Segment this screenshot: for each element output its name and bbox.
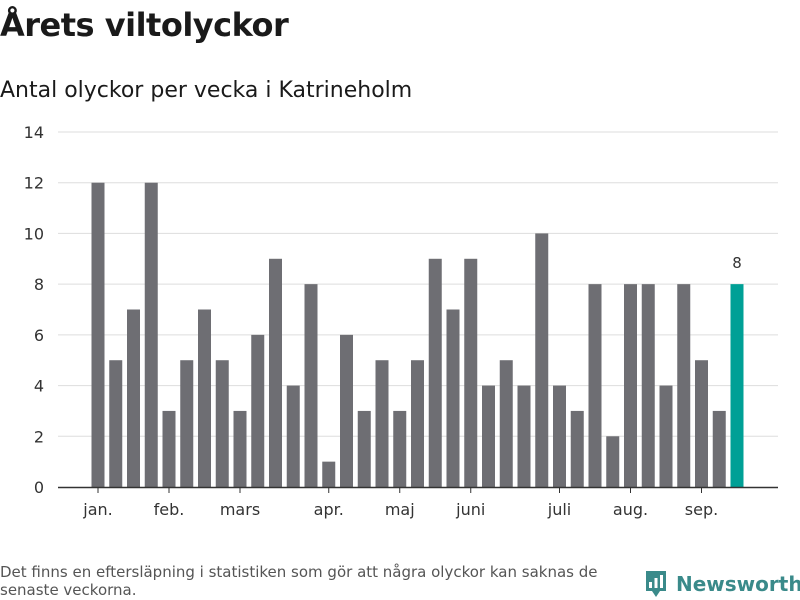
bar bbox=[109, 360, 123, 487]
y-tick-label: 6 bbox=[34, 326, 44, 345]
bar bbox=[464, 258, 478, 487]
bar bbox=[198, 309, 211, 487]
bar bbox=[375, 360, 389, 487]
bar bbox=[677, 284, 691, 487]
bar bbox=[624, 284, 637, 487]
newsworthy-logo-text: Newsworthy bbox=[676, 572, 800, 596]
bar bbox=[357, 410, 371, 487]
y-tick-label: 10 bbox=[24, 224, 44, 243]
bar bbox=[91, 182, 105, 487]
x-tick-label: mars bbox=[220, 500, 260, 519]
bar bbox=[393, 410, 407, 487]
bar bbox=[162, 410, 176, 487]
bar-chart: 0 2 4 6 8 10 12 14 jan. feb. mars apr. maj juni juli a… bbox=[24, 123, 778, 519]
bar bbox=[269, 258, 282, 487]
bar bbox=[499, 360, 513, 487]
bar bbox=[340, 334, 353, 487]
x-tick-label: aug. bbox=[613, 500, 648, 519]
data-label: 8 bbox=[732, 254, 742, 272]
bar bbox=[251, 334, 265, 487]
bar-highlight bbox=[730, 284, 744, 487]
y-tick-label: 0 bbox=[34, 478, 44, 497]
x-tick-label: juni bbox=[455, 500, 485, 519]
x-tick-label: juli bbox=[547, 500, 571, 519]
chart-title: Årets viltolyckor bbox=[0, 6, 289, 44]
bar bbox=[641, 284, 655, 487]
bar bbox=[446, 309, 460, 487]
bar bbox=[144, 182, 158, 487]
bar bbox=[535, 233, 549, 487]
y-tick-label: 4 bbox=[34, 377, 44, 396]
footnote: Det finns en eftersläpning i statistiken… bbox=[0, 563, 598, 599]
bar bbox=[286, 385, 300, 487]
newsworthy-logo: Newsworthy bbox=[644, 569, 800, 599]
bar bbox=[127, 309, 140, 487]
x-tick-label: jan. bbox=[82, 500, 112, 519]
bar bbox=[215, 360, 229, 487]
bar bbox=[553, 385, 566, 487]
bar bbox=[659, 385, 673, 487]
x-tick-label: feb. bbox=[154, 500, 185, 519]
y-axis-tick-labels: 0 2 4 6 8 10 12 14 bbox=[24, 123, 44, 497]
bar bbox=[570, 410, 584, 487]
y-tick-label: 2 bbox=[34, 427, 44, 446]
bar bbox=[606, 436, 620, 487]
newsworthy-logo-icon bbox=[646, 571, 666, 597]
bar bbox=[588, 284, 602, 487]
bar bbox=[411, 360, 424, 487]
bars bbox=[91, 182, 744, 487]
bar bbox=[517, 385, 531, 487]
bar bbox=[428, 258, 442, 487]
chart-subtitle: Antal olyckor per vecka i Katrineholm bbox=[0, 78, 413, 103]
y-tick-label: 8 bbox=[34, 275, 44, 294]
bar bbox=[482, 385, 495, 487]
bar bbox=[180, 360, 194, 487]
data-labels: 8 bbox=[732, 254, 742, 272]
bar bbox=[233, 410, 247, 487]
x-tick-label: sep. bbox=[685, 500, 718, 519]
y-tick-label: 14 bbox=[24, 123, 44, 142]
bar bbox=[322, 461, 336, 487]
x-tick-label: apr. bbox=[314, 500, 344, 519]
grid-lines bbox=[58, 131, 778, 437]
x-axis-month-labels: jan. feb. mars apr. maj juni juli aug. sep. bbox=[82, 487, 718, 519]
y-tick-label: 12 bbox=[24, 174, 44, 193]
x-tick-label: maj bbox=[385, 500, 415, 519]
bar bbox=[695, 360, 708, 487]
bar bbox=[304, 284, 318, 487]
bar bbox=[712, 410, 726, 487]
